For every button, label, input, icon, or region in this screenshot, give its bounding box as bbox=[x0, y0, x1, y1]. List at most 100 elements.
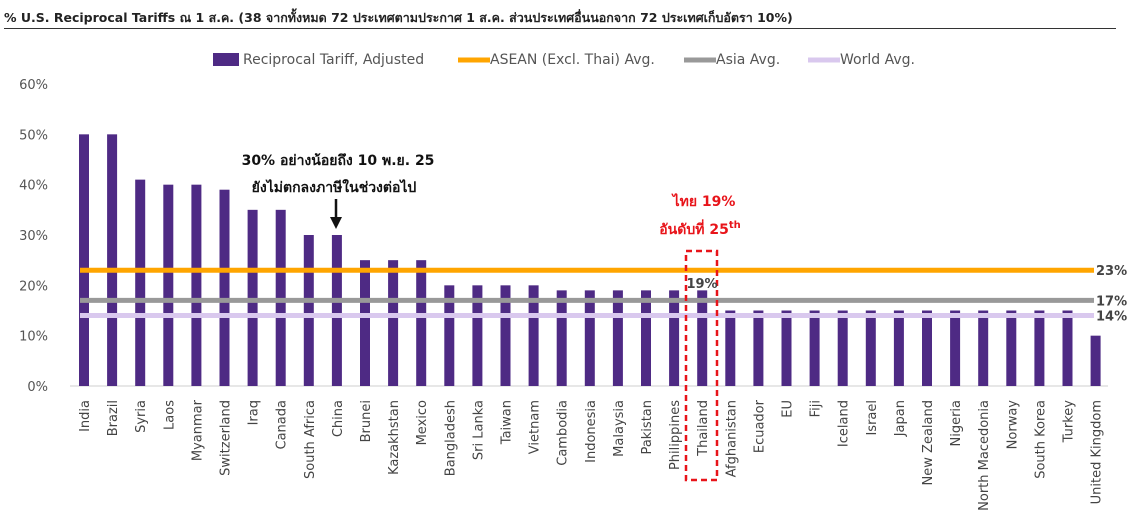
y-tick-label: 60% bbox=[19, 78, 48, 93]
x-tick-label: Canada bbox=[275, 400, 290, 449]
x-tick-label: Cambodia bbox=[556, 400, 571, 466]
china-arrow-head bbox=[330, 217, 342, 229]
y-axis: 0% 10% 20% 30% 40% 50% 60% bbox=[19, 78, 48, 395]
ref-line-label: 17% bbox=[1096, 294, 1127, 309]
x-tick-label: Nigeria bbox=[949, 400, 964, 447]
thailand-rank-suffix: th bbox=[729, 220, 741, 231]
x-tick-label: Switzerland bbox=[219, 400, 234, 476]
bar-fiji bbox=[809, 310, 820, 386]
bar-iraq bbox=[247, 209, 258, 386]
thailand-annotation-line2: อันดับที่ 25th bbox=[659, 219, 740, 238]
bar-kazakhstan bbox=[388, 260, 399, 386]
bar-new-zealand bbox=[922, 310, 932, 386]
bar-nigeria bbox=[950, 310, 961, 386]
x-tick-label: Iraq bbox=[247, 400, 262, 425]
bar-vietnam bbox=[528, 285, 539, 386]
x-tick-label: EU bbox=[781, 400, 796, 418]
x-tick-label: Philippines bbox=[668, 400, 683, 470]
y-tick-label: 0% bbox=[27, 380, 48, 395]
y-tick-label: 10% bbox=[19, 330, 48, 345]
x-tick-label: New Zealand bbox=[921, 400, 936, 485]
thailand-highlight-box bbox=[684, 249, 719, 482]
bar-sri-lanka bbox=[472, 285, 483, 386]
bar-north-macedonia bbox=[978, 310, 989, 386]
x-tick-label: Malaysia bbox=[612, 400, 627, 457]
bar-mexico bbox=[416, 260, 427, 386]
x-tick-label: Laos bbox=[162, 400, 177, 430]
x-tick-label: Kazakhstan bbox=[387, 400, 402, 475]
reference-lines: 23% 17%14% bbox=[80, 264, 1127, 325]
x-tick-label: Brazil bbox=[106, 400, 121, 436]
category-labels: India Brazil Syria Laos Myanmar Switzerland Ir… bbox=[78, 399, 1105, 510]
x-tick-label: Mexico bbox=[415, 400, 430, 445]
bar-taiwan bbox=[500, 285, 511, 386]
china-annotation-line1: 30% อย่างน้อยถึง 10 พ.ย. 25 bbox=[242, 152, 435, 169]
bar-turkey bbox=[1062, 310, 1073, 386]
x-tick-label: China bbox=[331, 400, 346, 437]
bar-cambodia bbox=[556, 290, 567, 386]
x-tick-label: Norway bbox=[1005, 400, 1020, 450]
x-tick-label: Myanmar bbox=[190, 399, 205, 461]
bar-thailand bbox=[697, 290, 708, 386]
y-tick-label: 50% bbox=[19, 128, 48, 143]
x-tick-label: Bangladesh bbox=[443, 400, 458, 476]
bar-israel bbox=[865, 310, 876, 386]
bar-myanmar bbox=[191, 184, 202, 386]
ref-line-label: 23% bbox=[1096, 264, 1127, 279]
bar-switzerland bbox=[219, 189, 230, 386]
legend-label-asean: ASEAN (Excl. Thai) Avg. bbox=[490, 52, 655, 68]
x-tick-label: Afghanistan bbox=[724, 400, 739, 477]
x-tick-label: United Kingdom bbox=[1090, 400, 1105, 504]
y-tick-label: 30% bbox=[19, 229, 48, 244]
x-tick-label: South Africa bbox=[303, 400, 318, 479]
ref-line-label: 14% bbox=[1096, 310, 1127, 325]
bar-china bbox=[331, 235, 342, 386]
thailand-annotation-line1: ไทย 19% bbox=[671, 192, 736, 210]
x-tick-label: South Korea bbox=[1033, 400, 1048, 479]
x-tick-label: Sri Lanka bbox=[471, 400, 486, 460]
x-tick-label: North Macedonia bbox=[977, 400, 992, 511]
title-divider bbox=[4, 28, 1116, 29]
thailand-bar-label: 19% bbox=[686, 277, 717, 292]
legend: Reciprocal Tariff, Adjusted ASEAN (Excl.… bbox=[213, 52, 915, 68]
thailand-annotation: ไทย 19% อันดับที่ 25th 19% bbox=[659, 192, 741, 482]
x-tick-label: India bbox=[78, 400, 93, 432]
x-tick-label: Indonesia bbox=[584, 400, 599, 463]
chart-title: % U.S. Reciprocal Tariffs ณ 1 ส.ค. (38 จ… bbox=[4, 10, 793, 25]
x-tick-label: Vietnam bbox=[528, 400, 543, 454]
x-tick-label: Brunei bbox=[359, 400, 374, 442]
bar-united-kingdom bbox=[1090, 335, 1101, 386]
bar-india bbox=[79, 134, 89, 386]
bar-bangladesh bbox=[444, 285, 455, 386]
x-tick-label: Pakistan bbox=[640, 400, 655, 454]
x-tick-label: Fiji bbox=[809, 400, 824, 417]
x-tick-label: Iceland bbox=[837, 400, 852, 447]
china-annotation: 30% อย่างน้อยถึง 10 พ.ย. 25 ยังไม่ตกลงภา… bbox=[242, 152, 435, 229]
x-tick-label: Israel bbox=[865, 400, 880, 436]
bar-japan bbox=[893, 310, 904, 386]
y-tick-label: 20% bbox=[19, 279, 48, 294]
x-tick-label: Thailand bbox=[696, 400, 711, 457]
bar-laos bbox=[163, 184, 174, 386]
china-annotation-line2: ยังไม่ตกลงภาษีในช่วงต่อไป bbox=[252, 178, 417, 196]
bar-syria bbox=[135, 179, 146, 386]
legend-label-bar: Reciprocal Tariff, Adjusted bbox=[243, 52, 424, 68]
legend-swatch-bar bbox=[213, 53, 239, 66]
bar-ecuador bbox=[753, 310, 764, 386]
legend-label-asia: Asia Avg. bbox=[716, 52, 780, 68]
legend-label-world: World Avg. bbox=[840, 52, 915, 68]
bar-canada bbox=[275, 209, 286, 386]
y-tick-label: 40% bbox=[19, 179, 48, 194]
bar-south-korea bbox=[1034, 310, 1045, 386]
bar-iceland bbox=[837, 310, 848, 386]
bar-brunei bbox=[360, 260, 370, 386]
bar-eu bbox=[781, 310, 792, 386]
bar-philippines bbox=[669, 290, 680, 386]
bar-norway bbox=[1006, 310, 1017, 386]
bar-south-africa bbox=[303, 235, 314, 386]
x-tick-label: Syria bbox=[134, 400, 149, 433]
bar-afghanistan bbox=[725, 310, 736, 386]
bar-indonesia bbox=[584, 290, 595, 386]
x-tick-label: Ecuador bbox=[752, 399, 767, 453]
